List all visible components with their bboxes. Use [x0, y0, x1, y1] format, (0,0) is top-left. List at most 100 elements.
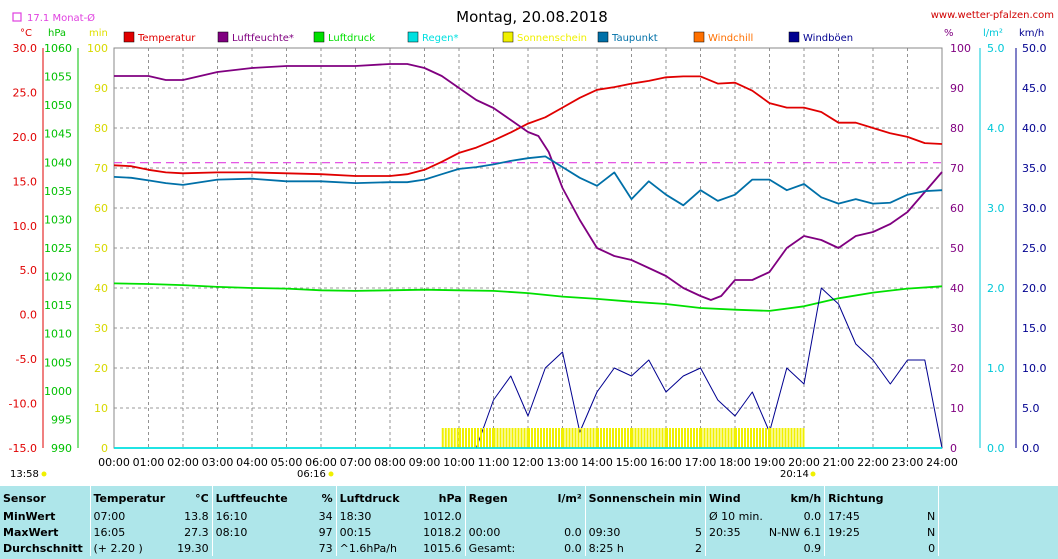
- sonnenschein-bar: [526, 428, 529, 448]
- sonnenschein-bar: [562, 428, 565, 448]
- sonnenschein-bar: [735, 428, 737, 448]
- legend-label: Sonnenschein: [517, 33, 587, 44]
- stats-cell-w-dir: 0.9: [766, 540, 825, 556]
- sonnenschein-bar: [687, 428, 689, 448]
- stats-cell-t-val: 13.8: [184, 509, 209, 523]
- stats-cell-empty: [938, 508, 1058, 524]
- legend-swatch: [597, 31, 609, 43]
- sonnenschein-bar: [574, 428, 577, 448]
- wind-tick-label: 40.0: [1022, 122, 1047, 135]
- sonnenschein-bar: [778, 428, 781, 448]
- month-avg-label: 17.1 Monat-Ø: [27, 12, 95, 24]
- pressure-tick-label: 1030: [44, 213, 72, 226]
- sonnenschein-bar: [450, 428, 453, 448]
- legend-swatch: [788, 31, 800, 43]
- sonnenschein-bar: [561, 428, 563, 448]
- sonnenschein-bar: [528, 428, 530, 448]
- x-tick-label: 11:00: [478, 456, 510, 469]
- minutes-tick-label: 40: [94, 282, 108, 295]
- sonnenschein-bar: [721, 428, 724, 448]
- sonnenschein-bar: [603, 428, 605, 448]
- humidity-tick-label: 90: [950, 82, 964, 95]
- x-tick-label: 24:00: [926, 456, 958, 469]
- pressure-tick-label: 990: [51, 442, 72, 455]
- sunrise-icon: [328, 471, 334, 477]
- x-axis: 00:00 01:00 02:00 03:00 04:00 05:00 06:00 07:00…: [98, 456, 958, 469]
- sonnenschein-bar: [517, 428, 520, 448]
- pressure-tick-label: 1040: [44, 156, 72, 169]
- sonnenschein-bar: [655, 428, 658, 448]
- stats-cell-h-val: 97: [318, 525, 333, 539]
- sonnenschein-bar: [796, 428, 799, 448]
- sonnenschein-bar: [718, 428, 721, 448]
- hdr-temperatur-unit: °C: [195, 491, 209, 505]
- sonnenschein-bar: [712, 428, 715, 448]
- hdr-wind-unit: km/h: [790, 491, 822, 505]
- pressure-tick-label: 1055: [44, 71, 72, 84]
- stats-row: MinWert 07:00 13.8 16:10 34 18:30 1012.0 Ø 10 m…: [0, 508, 1058, 524]
- wind-unit-label: km/h: [1019, 28, 1044, 39]
- sonnenschein-bar: [630, 428, 632, 448]
- stats-cell-d-val: 0: [928, 541, 936, 555]
- chart-background: [0, 0, 1058, 486]
- stats-cell-t-time: 07:00: [89, 508, 169, 524]
- sonnenschein-bar: [750, 428, 752, 448]
- legend-swatch: [407, 31, 419, 43]
- sonnenschein-bar: [531, 428, 533, 448]
- sonnenschein-bar: [753, 428, 755, 448]
- legend-swatch: [313, 31, 325, 43]
- minutes-tick-label: 30: [94, 322, 108, 335]
- hdr-luftdruck-unit: hPa: [438, 491, 462, 505]
- taupunkt-line: [113, 155, 943, 207]
- x-tick-label: 18:00: [719, 456, 751, 469]
- wind-tick-label: 50.0: [1022, 42, 1047, 55]
- rain-tick-label: 4.0: [987, 122, 1005, 135]
- stats-row: MaxWert 16:05 27.3 08:10 97 00:15 1018.2 00:00 0…: [0, 524, 1058, 540]
- site-link[interactable]: www.wetter-pfalzen.com: [931, 10, 1054, 21]
- temp-tick-label: -10.0: [9, 398, 37, 411]
- left-axes: 30.0 25.0 20.0 15.0 10.0 5.0 0.0 -5.0 -10.0 -15.0…: [9, 42, 108, 455]
- pressure-unit-label: hPa: [48, 28, 66, 39]
- temp-tick-label: 25.0: [13, 86, 38, 99]
- month-avg-icon: [12, 12, 22, 22]
- humidity-tick-label: 80: [950, 122, 964, 135]
- x-tick-label: 23:00: [892, 456, 924, 469]
- legend-label: Taupunkt: [611, 33, 658, 44]
- sonnenschein-bar: [756, 428, 758, 448]
- stats-cell-t-val: 27.3: [184, 525, 209, 539]
- sonnenschein-bar: [661, 428, 664, 448]
- sonnenschein-bar: [612, 428, 614, 448]
- sonnenschein-bar: [537, 428, 539, 448]
- sonnenschein-bar: [540, 428, 542, 448]
- minutes-unit-label: min: [89, 28, 108, 39]
- pressure-tick-label: 1015: [44, 299, 72, 312]
- sonnenschein-bar: [447, 428, 450, 448]
- sonnenschein-bar: [580, 428, 583, 448]
- sonnenschein-bar: [459, 428, 461, 448]
- sonnenschein-bar: [693, 428, 695, 448]
- stats-cell-w-dir: 0.0: [766, 508, 825, 524]
- plot-area: [113, 63, 943, 449]
- humidity-tick-label: 0: [950, 442, 957, 455]
- sonnenschein-bar: [640, 428, 643, 448]
- sonnenschein-bar: [652, 428, 655, 448]
- stats-cell-r-time: [464, 508, 538, 524]
- stats-cell-p-time: 18:30: [335, 508, 421, 524]
- minutes-tick-label: 0: [101, 442, 108, 455]
- stats-cell-t-time: (+ 2.20 ): [89, 540, 169, 556]
- pressure-tick-label: 1050: [44, 99, 72, 112]
- sonnenschein-bar: [606, 428, 608, 448]
- stats-cell-w-val: 6.1: [803, 525, 822, 539]
- legend-label: Temperatur: [137, 33, 196, 44]
- sonnenschein-bar: [453, 428, 456, 448]
- temp-tick-label: 30.0: [13, 42, 38, 55]
- sonnenschein-bar: [747, 428, 749, 448]
- minutes-tick-label: 60: [94, 202, 108, 215]
- stats-cell-empty: [938, 524, 1058, 540]
- rain-unit-label: l/m²: [983, 28, 1003, 39]
- sonnenschein-bar: [669, 428, 671, 448]
- wind-tick-label: 0.0: [1022, 442, 1040, 455]
- rain-tick-label: 2.0: [987, 282, 1005, 295]
- rain-tick-label: 3.0: [987, 202, 1005, 215]
- sonnenschein-bar: [784, 428, 787, 448]
